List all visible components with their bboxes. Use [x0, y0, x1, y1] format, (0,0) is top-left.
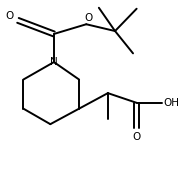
Text: O: O — [6, 11, 14, 22]
Text: N: N — [50, 57, 58, 67]
Text: O: O — [84, 13, 92, 23]
Text: O: O — [132, 132, 141, 142]
Text: OH: OH — [164, 98, 180, 108]
